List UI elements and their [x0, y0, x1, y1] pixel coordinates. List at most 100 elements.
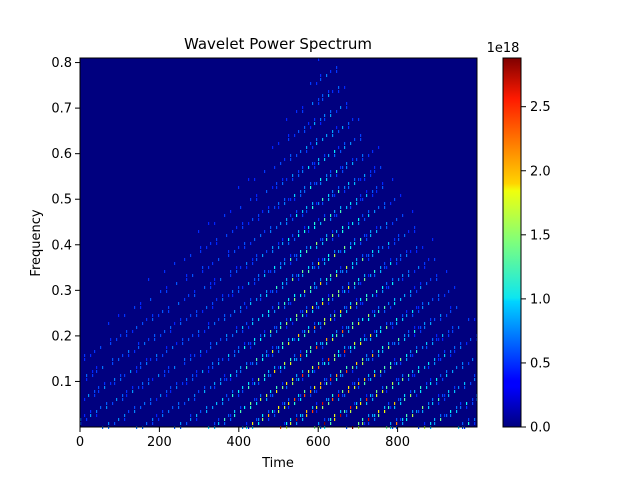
heatmap-cell	[446, 270, 448, 273]
heatmap-cell	[440, 418, 442, 421]
heatmap-cell	[320, 122, 322, 125]
heatmap-cell	[280, 326, 282, 329]
heatmap-cell	[266, 190, 268, 193]
heatmap-cell	[360, 134, 362, 137]
heatmap-cell	[300, 358, 302, 361]
heatmap-cell	[398, 278, 400, 281]
heatmap-cell	[432, 402, 434, 405]
heatmap-cell	[310, 142, 312, 145]
heatmap-cell	[322, 238, 324, 241]
heatmap-cell	[422, 346, 424, 349]
heatmap-cell	[122, 354, 124, 357]
heatmap-cell	[474, 374, 476, 377]
heatmap-cell	[334, 194, 336, 197]
heatmap-cell	[344, 246, 346, 249]
heatmap-cell	[222, 358, 224, 361]
heatmap-cell	[336, 230, 338, 233]
heatmap-cell	[380, 370, 382, 373]
heatmap-cell	[380, 270, 382, 273]
heatmap-cell	[310, 346, 312, 349]
heatmap-cell	[282, 242, 284, 245]
heatmap-cell	[354, 182, 356, 185]
heatmap-cell	[180, 422, 182, 425]
x-tick-label: 800	[385, 435, 410, 450]
heatmap-cell	[280, 162, 282, 165]
heatmap-cell	[414, 334, 416, 337]
heatmap-cell	[468, 422, 470, 425]
heatmap-cell	[278, 242, 280, 245]
heatmap-cell	[208, 326, 210, 329]
heatmap-cell	[366, 398, 368, 401]
heatmap-cell	[270, 330, 272, 333]
heatmap-cell	[324, 154, 326, 157]
heatmap-cell	[430, 378, 432, 381]
heatmap-cell	[450, 410, 452, 413]
heatmap-cell	[366, 234, 368, 237]
heatmap-cell	[380, 330, 382, 333]
heatmap-cell	[330, 382, 332, 385]
heatmap-cell	[242, 390, 244, 393]
heatmap-cell	[406, 358, 408, 361]
heatmap-cell	[302, 166, 304, 169]
heatmap-cell	[184, 362, 186, 365]
heatmap-cell	[428, 362, 430, 365]
heatmap-cell	[318, 266, 320, 269]
heatmap-cell	[120, 334, 122, 337]
heatmap-cell	[250, 402, 252, 405]
heatmap-cell	[200, 354, 202, 357]
heatmap-cell	[470, 382, 472, 385]
heatmap-cell	[410, 290, 412, 293]
heatmap-cell	[260, 234, 262, 237]
heatmap-cell	[344, 290, 346, 293]
heatmap-cell	[358, 278, 360, 281]
heatmap-cell	[90, 414, 92, 417]
heatmap-cell	[364, 338, 366, 341]
heatmap-cell	[252, 362, 254, 365]
heatmap-cell	[362, 418, 364, 421]
heatmap-cell	[382, 246, 384, 249]
heatmap-cell	[372, 194, 374, 197]
heatmap-cell	[254, 398, 256, 401]
heatmap-cell	[396, 362, 398, 365]
heatmap-cell	[352, 370, 354, 373]
heatmap-cell	[314, 226, 316, 229]
heatmap-cell	[344, 86, 346, 89]
heatmap-cell	[360, 398, 362, 401]
heatmap-cell	[148, 278, 150, 281]
heatmap-cell	[228, 358, 230, 361]
heatmap-cell	[318, 102, 320, 105]
heatmap-cell	[230, 414, 232, 417]
heatmap-cell	[288, 138, 290, 141]
heatmap-cell	[378, 414, 380, 417]
heatmap-cell	[246, 422, 248, 425]
heatmap-cell	[254, 238, 256, 241]
heatmap-cell	[306, 146, 308, 149]
heatmap-cell	[394, 342, 396, 345]
heatmap-cell	[314, 266, 316, 269]
heatmap-cell	[184, 402, 186, 405]
heatmap-cell	[114, 378, 116, 381]
heatmap-cell	[200, 410, 202, 413]
heatmap-cell	[240, 306, 242, 309]
heatmap-cell	[238, 286, 240, 289]
heatmap-cell	[312, 366, 314, 369]
heatmap-cell	[188, 294, 190, 297]
heatmap-cell	[186, 378, 188, 381]
heatmap-cell	[356, 202, 358, 205]
heatmap-cell	[114, 422, 116, 425]
heatmap-cell	[330, 318, 332, 321]
heatmap-cell	[316, 406, 318, 409]
heatmap-cell	[456, 306, 458, 309]
heatmap-cell	[288, 298, 290, 301]
heatmap-cell	[318, 422, 320, 425]
heatmap-cell	[330, 110, 332, 113]
heatmap-cell	[232, 334, 234, 337]
heatmap-cell	[118, 358, 120, 361]
heatmap-cell	[302, 170, 304, 173]
heatmap-cell	[338, 146, 340, 149]
heatmap-cell	[296, 318, 298, 321]
heatmap-cell	[346, 166, 348, 169]
heatmap-cell	[446, 370, 448, 373]
heatmap-cell	[236, 226, 238, 229]
heatmap-cell	[292, 322, 294, 325]
